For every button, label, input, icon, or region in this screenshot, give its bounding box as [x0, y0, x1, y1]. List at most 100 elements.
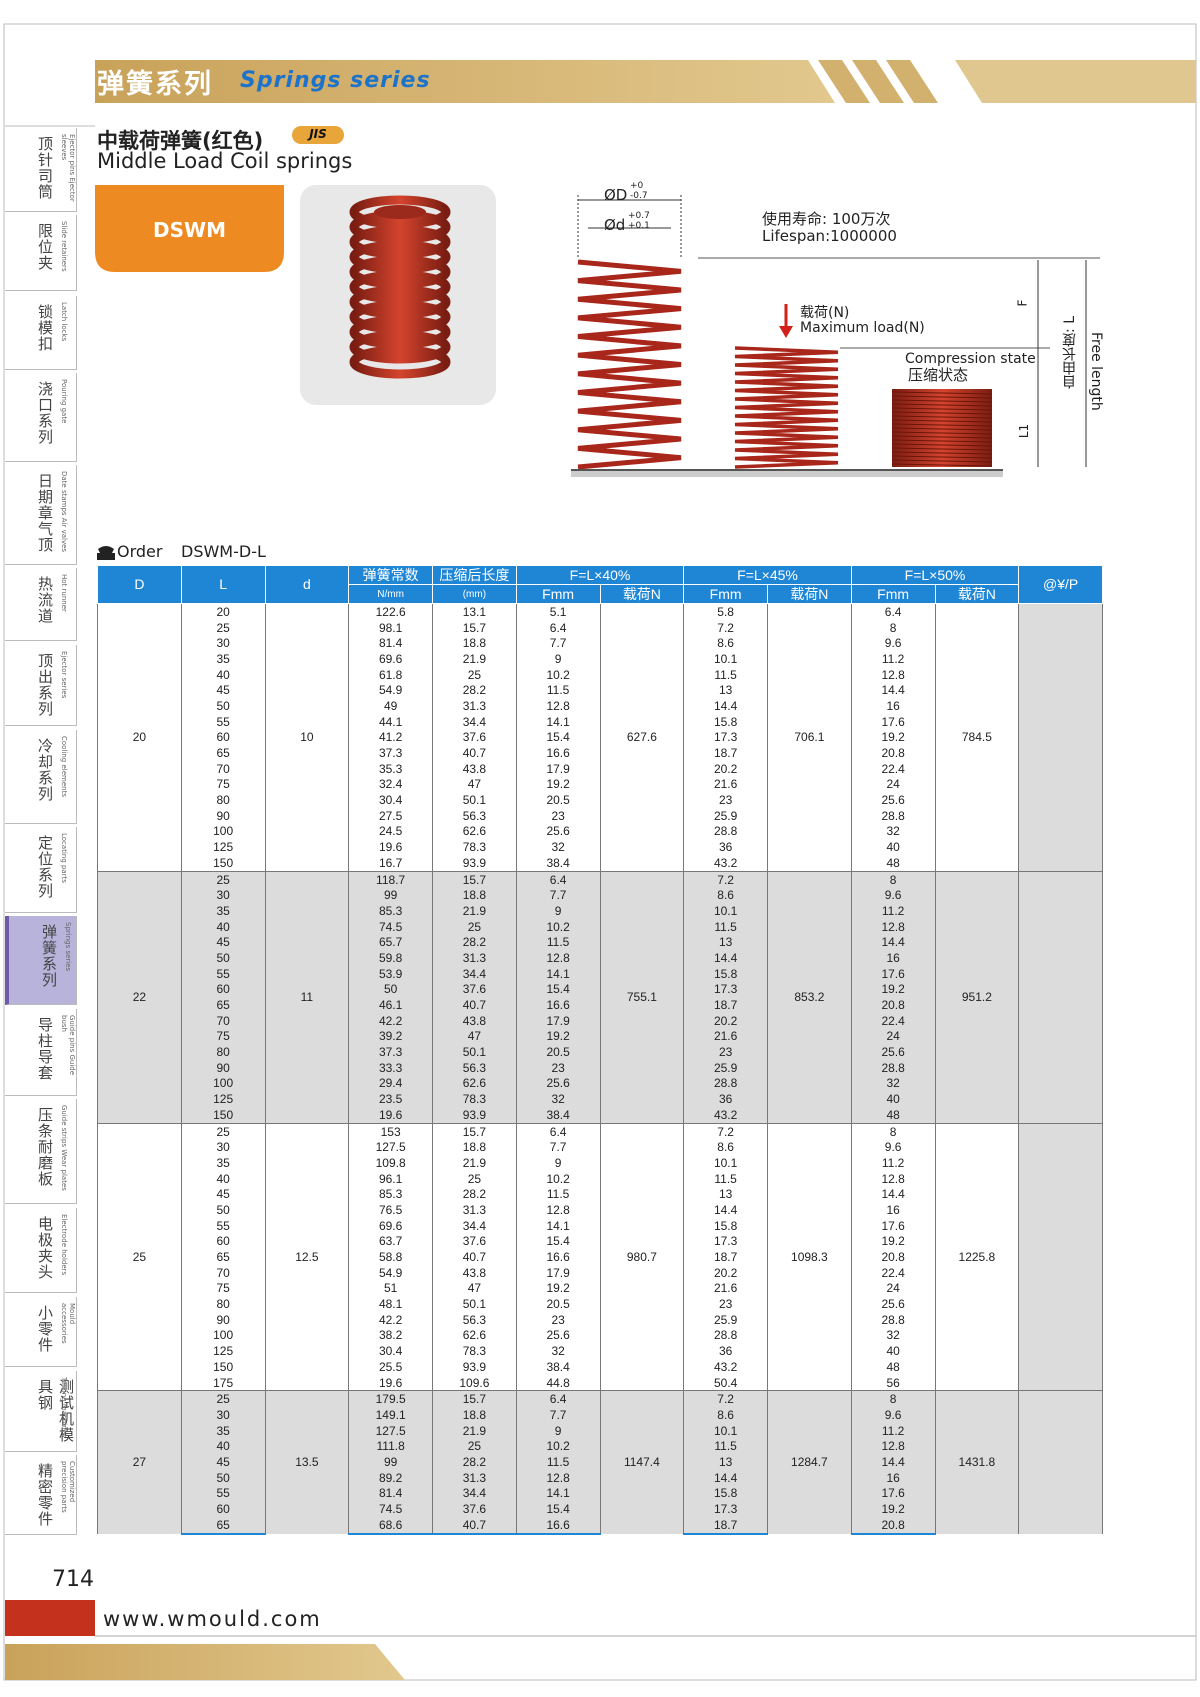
cell: 60: [180, 1501, 266, 1517]
cell: 14.1: [515, 1217, 601, 1234]
cell: 25: [432, 1170, 517, 1187]
sidebar-tab[interactable]: 冷却系列 Cooling elements: [5, 730, 77, 824]
cell: 21.9: [432, 651, 517, 667]
sidebar-tab[interactable]: 热流道 Hot runner: [5, 568, 77, 641]
sidebar-tab[interactable]: 电极夹头 Electrode holders: [5, 1208, 77, 1293]
tab-label-en: Mould accessories: [60, 1303, 76, 1344]
spec-table: D L d 弹簧常数 压缩后长度 F=L×40% F=L×45% F=L×50%…: [97, 565, 1103, 1535]
cell: 43.2: [683, 855, 768, 872]
od-tolerance: +0 -0.7: [630, 181, 648, 201]
coil-line: [891, 419, 993, 423]
sidebar-tab[interactable]: 导柱导套 Guide pins Guide bush: [5, 1009, 77, 1096]
cell: 40.7: [432, 1516, 517, 1535]
header-cell: 弹簧常数: [348, 565, 433, 585]
sidebar-tab[interactable]: 浇口系列 Pouring gate: [5, 373, 77, 462]
cell: 7.7: [515, 887, 601, 904]
coil-line: [891, 399, 993, 403]
cell: 31.3: [432, 1202, 517, 1218]
cell: 28.8: [683, 1075, 768, 1092]
tab-label-en: Electrode holders: [60, 1214, 68, 1276]
sidebar-tab[interactable]: 定位系列 Locating parts: [5, 827, 77, 913]
cell: 32: [850, 1327, 936, 1344]
sidebar-tab[interactable]: 顶出系列 Ejector series: [5, 645, 77, 726]
cell: 31.3: [432, 698, 517, 714]
sidebar-tab[interactable]: 精密零件 Customized precision parts: [5, 1455, 77, 1535]
cell: 150: [180, 1107, 266, 1124]
sidebar-tab[interactable]: 锁模扣 Latch locks: [5, 296, 77, 370]
cell: 9: [515, 1155, 601, 1171]
cell: 1431.8: [934, 1390, 1020, 1534]
cell: 85.3: [348, 1186, 433, 1203]
tab-label-cn: 锁模扣: [36, 304, 54, 352]
cell: 90: [180, 1311, 266, 1328]
cell: 28.8: [683, 823, 768, 840]
cell: 40: [850, 1091, 936, 1107]
price-cell: [1018, 603, 1103, 872]
table-row: 27 25 13.5 179.5 15.7 6.4 1147.4 7.2 1284.7 8 1431…: [97, 1390, 1103, 1534]
cell: 58.8: [348, 1249, 433, 1265]
cell: 65: [180, 1516, 266, 1535]
cell: 12.8: [515, 1202, 601, 1218]
table-row: 65 37.3 40.7 16.6 18.7 20.8: [98, 745, 1103, 761]
cell: 127.5: [348, 1422, 433, 1439]
cell: 54.9: [348, 1264, 433, 1281]
sidebar-tab[interactable]: 日期章气顶 Date stamps Air valves: [5, 465, 77, 565]
cell: 11.2: [850, 1155, 936, 1171]
cell: 21.9: [432, 1155, 517, 1171]
cell: 19.2: [515, 776, 601, 793]
cell: 34.4: [432, 1485, 517, 1502]
header-cell: Fmm: [683, 584, 768, 604]
sidebar-tab[interactable]: 测试机模具钢 Testing machines: [5, 1371, 77, 1452]
cell: 20.8: [850, 745, 936, 761]
cell: 20.8: [850, 997, 936, 1013]
sidebar-tab[interactable]: 小零件 Mould accessories: [5, 1297, 77, 1367]
cell: 8.6: [683, 887, 768, 904]
cell: 12.8: [850, 666, 936, 683]
free-length-en: Free length: [1088, 332, 1104, 411]
cell: 7.7: [515, 1139, 601, 1156]
cell: 25.6: [515, 1327, 601, 1344]
od-label: ØD: [604, 186, 628, 204]
cell: 18.7: [683, 745, 768, 761]
header-cell: N/mm: [348, 584, 433, 604]
cell: 7.7: [515, 635, 601, 652]
coil-line: [891, 415, 993, 419]
header-cell: (mm): [432, 584, 517, 604]
cell: 48: [850, 855, 936, 872]
sidebar-tab[interactable]: 限位夹 Slide retainers: [5, 215, 77, 291]
cell: 109.6: [432, 1374, 517, 1391]
cell: 40: [850, 839, 936, 855]
cell: 15.8: [683, 965, 768, 982]
table-row: 25 98.1 15.7 6.4 7.2 8: [98, 619, 1103, 636]
cell: 11.5: [515, 934, 601, 951]
cell: 25: [97, 1122, 182, 1391]
banner-stripe: [818, 60, 870, 103]
cell: 7.7: [515, 1407, 601, 1423]
cell: 11.5: [515, 1454, 601, 1470]
cell: 55: [180, 713, 266, 730]
coil: [349, 345, 451, 379]
cell: 14.1: [515, 965, 601, 982]
cell: 40: [180, 918, 266, 935]
cell: 25.6: [850, 1296, 936, 1312]
coil-line: [891, 439, 993, 443]
cell: 41.2: [348, 729, 433, 746]
cell: 19.6: [348, 1107, 433, 1124]
cell: 50: [180, 950, 266, 966]
cell: 40.7: [432, 1249, 517, 1265]
tab-label-en: Date stamps Air valves: [60, 471, 68, 553]
cell: 33.3: [348, 1059, 433, 1076]
sidebar-tab[interactable]: 弹簧系列 Springs series: [5, 916, 77, 1005]
cell: 47: [432, 1280, 517, 1297]
cell: 20.2: [683, 760, 768, 777]
sidebar-tab[interactable]: 压条耐磨板 Guide strips Wear plates: [5, 1099, 77, 1204]
cell: 15.4: [515, 981, 601, 998]
cell: 36: [683, 839, 768, 855]
cell: 43.8: [432, 1012, 517, 1029]
coil: [349, 300, 451, 334]
cell: 62.6: [432, 1075, 517, 1092]
sidebar-tab[interactable]: 顶针司筒 Ejector pins Ejector sleeves: [5, 128, 77, 212]
cell: 980.7: [599, 1122, 685, 1391]
cell: 18.8: [432, 887, 517, 904]
